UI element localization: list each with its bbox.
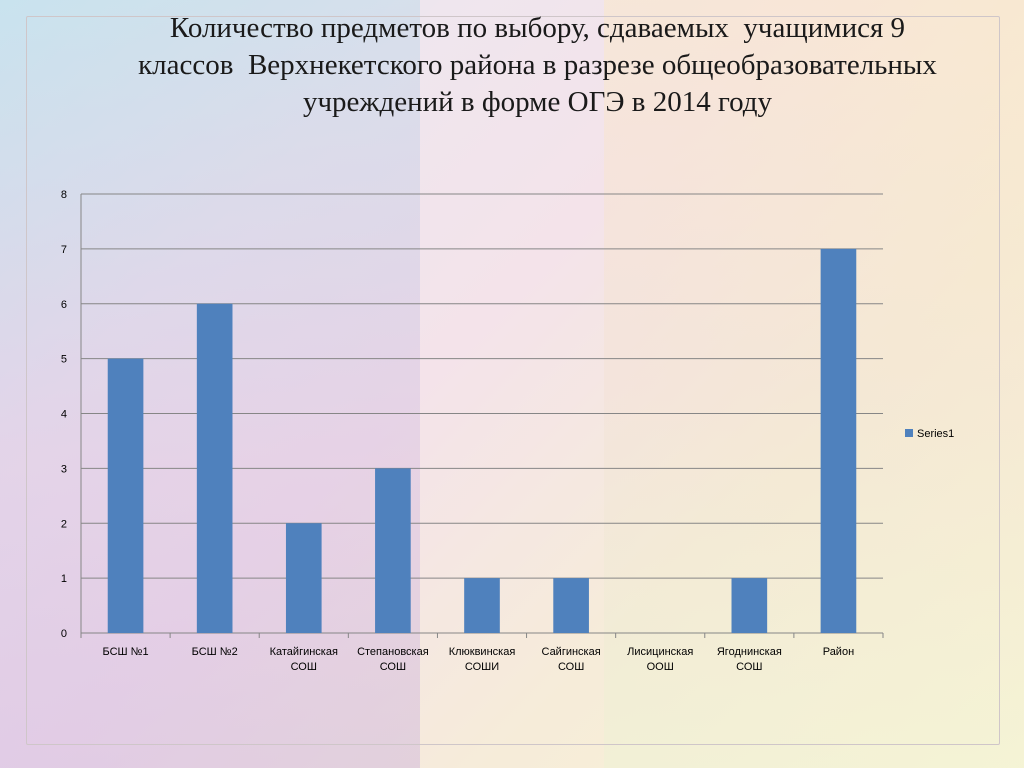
bar (196, 303, 233, 633)
slide-title: Количество предметов по выбору, сдаваемы… (50, 10, 1024, 121)
x-category-label: Катайгинская СОШ (270, 646, 338, 673)
x-category-label: Клюквинская СОШИ (449, 646, 516, 673)
y-tick-label: 4 (61, 409, 67, 421)
x-category-label: Сайгинская СОШ (542, 646, 601, 673)
y-tick-label: 2 (61, 518, 67, 530)
legend-label: Series1 (917, 428, 954, 440)
x-category-label: БСШ №2 (192, 646, 238, 658)
bar (107, 358, 144, 633)
slide-title-line-1: Количество предметов по выбору, сдаваемы… (169, 12, 906, 44)
y-tick-label: 1 (61, 573, 67, 585)
y-tick-label: 6 (61, 299, 67, 311)
x-category-label: Степановская СОШ (357, 646, 429, 673)
slide-frame (26, 16, 1000, 745)
bar (820, 248, 857, 633)
bar (464, 578, 500, 633)
y-tick-label: 3 (61, 463, 67, 475)
x-category-label: Ягоднинская СОШ (717, 646, 782, 673)
bar (731, 578, 768, 633)
legend-swatch (905, 429, 913, 437)
y-tick-label: 5 (61, 354, 67, 366)
y-tick-label: 7 (61, 244, 67, 256)
x-category-label: Район (823, 646, 854, 658)
slide-title-line-3: учреждений в форме ОГЭ в 2014 году (302, 86, 773, 118)
y-tick-label: 8 (61, 189, 67, 201)
x-category-label: БСШ №1 (103, 646, 149, 658)
bar (375, 468, 411, 633)
y-tick-label: 0 (61, 628, 67, 640)
bar (553, 578, 589, 633)
x-category-label: Лисицинская ООШ (627, 646, 693, 673)
bar (285, 523, 322, 633)
slide-title-line-2: классов Верхнекетского района в разрезе … (138, 49, 937, 81)
